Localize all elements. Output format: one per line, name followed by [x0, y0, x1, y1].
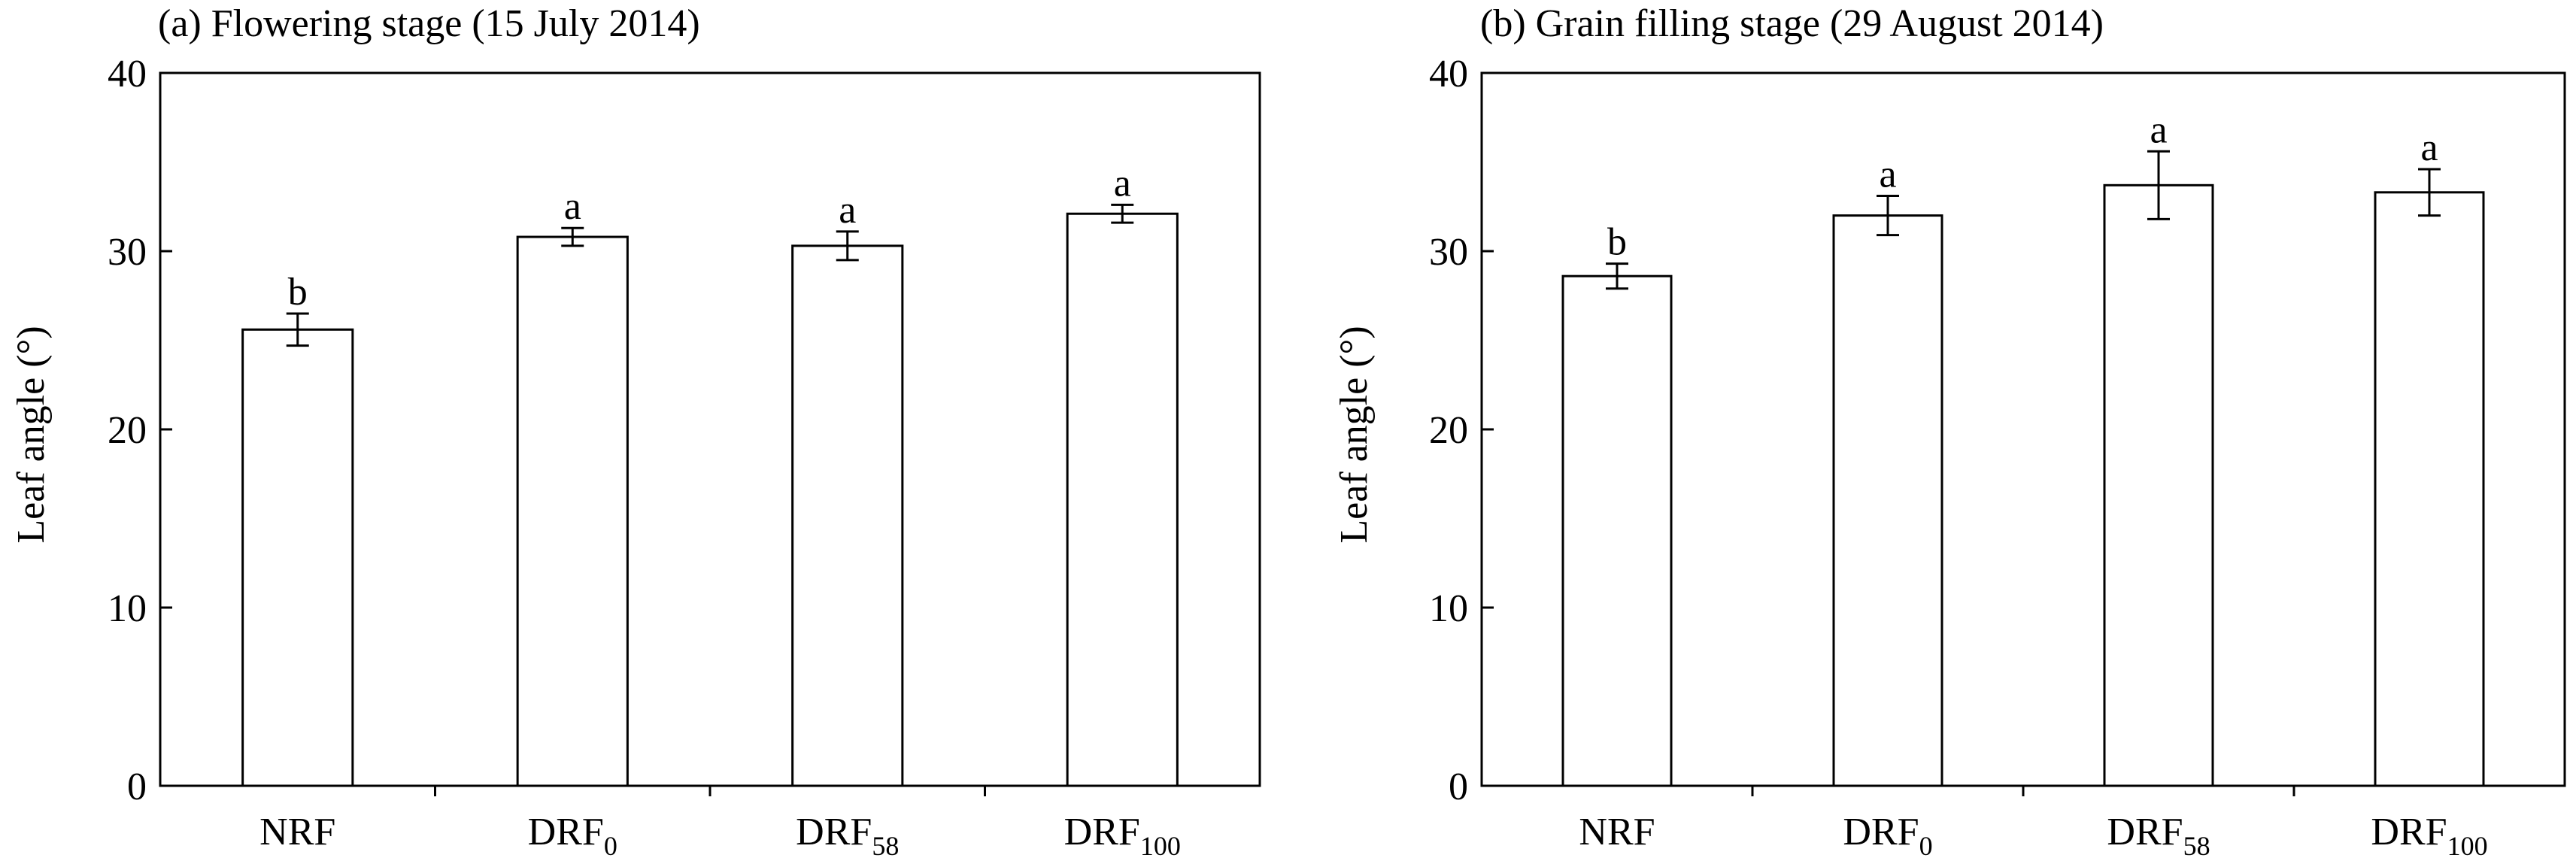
- x-tick-label: NRF: [1579, 811, 1655, 853]
- significance-letter: a: [2420, 126, 2438, 169]
- chart-marks: 0 10 20 30 40 b NRF a DRF0 a DRF58 a DRF100: [108, 53, 1261, 861]
- y-tick-label: 10: [1429, 587, 1468, 630]
- x-tick-label: DRF58: [796, 811, 899, 861]
- x-tick-label: DRF0: [528, 811, 617, 861]
- x-tick-label: DRF100: [2371, 811, 2487, 861]
- bar: [241, 328, 354, 787]
- x-tick-label: NRF: [259, 811, 335, 853]
- significance-letter: a: [1879, 153, 1896, 196]
- bar: [2103, 183, 2214, 787]
- bar: [1832, 214, 1943, 787]
- y-tick-label: 10: [108, 587, 147, 630]
- chart-title: (a) Flowering stage (15 July 2014): [158, 2, 700, 45]
- bar: [1561, 274, 1673, 787]
- bar: [2374, 191, 2485, 787]
- y-tick-label: 20: [108, 409, 147, 452]
- significance-letter: a: [839, 189, 856, 232]
- x-tick-label: DRF0: [1843, 811, 1932, 861]
- chart-panel-a: (a) Flowering stage (15 July 2014) Leaf …: [10, 2, 1261, 861]
- y-tick-label: 0: [1449, 765, 1468, 808]
- significance-letter: b: [288, 271, 308, 314]
- y-tick-label: 30: [1429, 231, 1468, 274]
- y-tick-label: 40: [1429, 53, 1468, 95]
- y-tick-label: 20: [1429, 409, 1468, 452]
- bar: [791, 244, 904, 787]
- x-tick-label: DRF58: [2107, 811, 2210, 861]
- y-axis-label: Leaf angle (°): [1333, 326, 1376, 543]
- chart-title: (b) Grain filling stage (29 August 2014): [1480, 2, 2104, 45]
- significance-letter: a: [1114, 162, 1131, 205]
- y-tick-label: 0: [127, 765, 147, 808]
- y-axis-label: Leaf angle (°): [10, 326, 53, 543]
- y-tick-label: 40: [108, 53, 147, 95]
- bar: [1066, 212, 1179, 787]
- y-tick-label: 30: [108, 231, 147, 274]
- chart-marks: 0 10 20 30 40 b NRF a DRF0 a DRF58 a DRF100: [1429, 53, 2566, 861]
- chart-panel-b: (b) Grain filling stage (29 August 2014)…: [1333, 2, 2566, 861]
- significance-letter: a: [2150, 108, 2167, 151]
- bar: [516, 235, 629, 787]
- x-tick-label: DRF100: [1064, 811, 1181, 861]
- significance-letter: a: [564, 185, 581, 228]
- significance-letter: b: [1607, 221, 1627, 264]
